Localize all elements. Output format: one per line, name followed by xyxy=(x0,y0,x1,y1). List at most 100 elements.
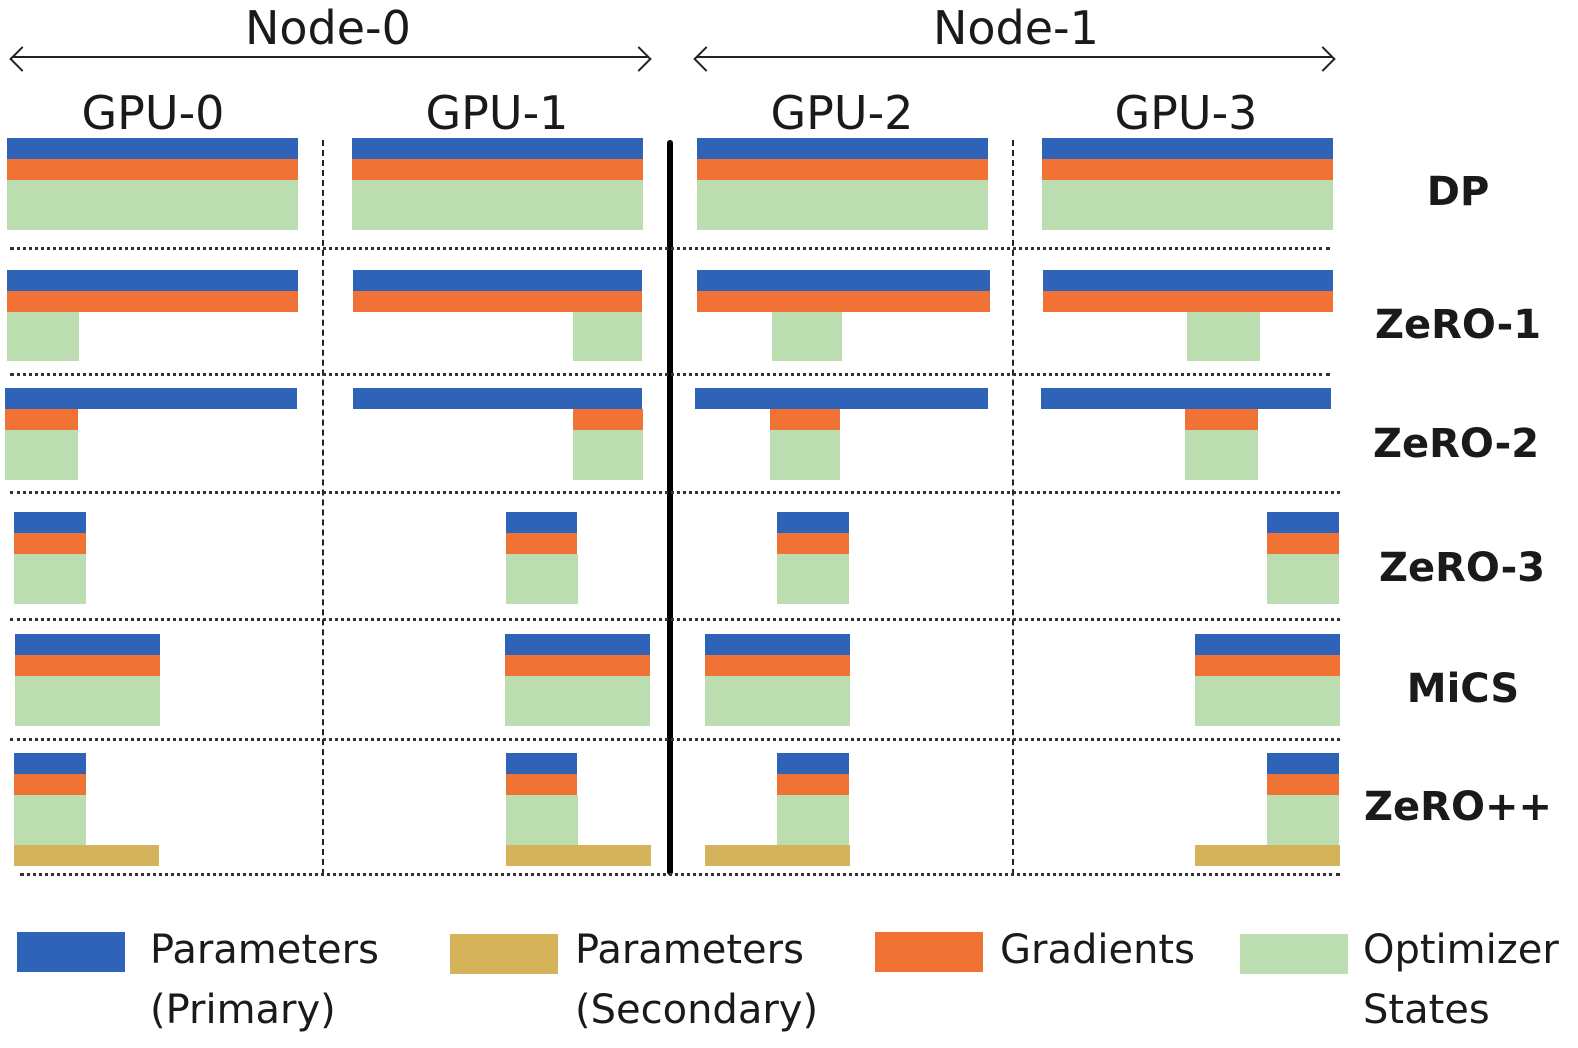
mics-gpu1-gradients xyxy=(505,655,650,676)
gpu-3-label: GPU-3 xyxy=(1114,86,1258,140)
legend-line2: (Primary) xyxy=(150,987,336,1033)
row-divider-2 xyxy=(10,373,1330,376)
node-0-label: Node-0 xyxy=(245,1,411,55)
zero3-gpu0-optimizer xyxy=(14,554,86,604)
row-label-zero-3: ZeRO-3 xyxy=(1378,545,1546,591)
zero1-gpu3-optimizer xyxy=(1187,312,1260,361)
zeropp-gpu0-secondary-parameters xyxy=(14,845,159,866)
legend-swatch-gradients xyxy=(875,932,983,972)
gpu-divider-0-1 xyxy=(322,140,324,875)
mics-gpu3-gradients xyxy=(1195,655,1340,676)
zeropp-gpu3-gradients xyxy=(1267,774,1339,795)
zero2-gpu0-gradients xyxy=(5,409,78,430)
zero3-gpu1-optimizer xyxy=(506,554,578,604)
zeropp-gpu0-parameters xyxy=(14,753,86,774)
zero2-gpu1-gradients xyxy=(573,409,643,430)
dp-gpu0-gradients xyxy=(7,159,298,180)
legend-swatch-parameters-primary xyxy=(17,932,125,972)
zero2-gpu2-optimizer xyxy=(770,430,840,480)
dp-gpu3-parameters xyxy=(1042,138,1333,159)
row-label-zero-plus-plus: ZeRO++ xyxy=(1364,784,1552,830)
zero1-gpu0-parameters xyxy=(7,270,298,291)
zero3-gpu0-parameters xyxy=(14,512,86,533)
zero3-gpu3-parameters xyxy=(1267,512,1339,533)
dp-gpu0-parameters xyxy=(7,138,298,159)
gpu-0-label: GPU-0 xyxy=(81,86,225,140)
legend-swatch-parameters-secondary xyxy=(450,934,558,974)
zeropp-gpu3-secondary-parameters xyxy=(1195,845,1340,866)
zero1-gpu3-gradients xyxy=(1043,291,1333,312)
node-0-span-arrow xyxy=(12,56,648,58)
zeropp-gpu0-optimizer xyxy=(14,795,86,845)
mics-gpu0-parameters xyxy=(15,634,160,655)
legend-line1: Gradients xyxy=(1000,927,1195,973)
row-divider-1 xyxy=(10,247,1330,250)
mics-gpu1-optimizer xyxy=(505,676,650,726)
zero1-gpu2-parameters xyxy=(697,270,990,291)
gpu-2-label: GPU-2 xyxy=(770,86,914,140)
row-divider-3 xyxy=(10,491,1340,494)
dp-gpu1-optimizer xyxy=(352,180,643,230)
mics-gpu3-optimizer xyxy=(1195,676,1340,726)
zeropp-gpu3-parameters xyxy=(1267,753,1339,774)
zero1-gpu0-gradients xyxy=(7,291,298,312)
zero3-gpu2-parameters xyxy=(777,512,849,533)
legend-text-optimizer-states: Optimizer States xyxy=(1363,920,1559,1040)
zeropp-gpu2-gradients xyxy=(777,774,849,795)
gpu-divider-2-3 xyxy=(1012,140,1014,875)
legend-text-gradients: Gradients xyxy=(1000,920,1195,980)
zero2-gpu3-gradients xyxy=(1185,409,1258,430)
gpu-1-label: GPU-1 xyxy=(425,86,569,140)
zero3-gpu3-optimizer xyxy=(1267,554,1339,604)
row-label-mics: MiCS xyxy=(1406,666,1520,712)
zeropp-gpu1-parameters xyxy=(506,753,577,774)
zero2-gpu0-parameters xyxy=(5,388,297,409)
node-1-arrowhead-left xyxy=(693,46,719,72)
node-1-label: Node-1 xyxy=(933,1,1099,55)
zero3-gpu3-gradients xyxy=(1267,533,1339,554)
zeropp-gpu1-optimizer xyxy=(506,795,578,845)
zeropp-gpu2-parameters xyxy=(777,753,849,774)
row-divider-6 xyxy=(20,873,1340,876)
zero2-gpu1-optimizer xyxy=(573,430,643,480)
zero3-gpu2-optimizer xyxy=(777,554,849,604)
dp-gpu2-parameters xyxy=(697,138,988,159)
dp-gpu3-optimizer xyxy=(1042,180,1333,230)
node-0-arrowhead-left xyxy=(9,46,35,72)
mics-gpu0-gradients xyxy=(15,655,160,676)
zeropp-gpu2-secondary-parameters xyxy=(705,845,850,866)
zeropp-gpu2-optimizer xyxy=(777,795,849,845)
zero3-gpu1-gradients xyxy=(506,533,577,554)
zeropp-gpu0-gradients xyxy=(14,774,86,795)
row-divider-5 xyxy=(10,738,1340,741)
dp-gpu2-gradients xyxy=(697,159,988,180)
zero1-gpu2-optimizer xyxy=(772,312,842,361)
dp-gpu3-gradients xyxy=(1042,159,1333,180)
zeropp-gpu1-gradients xyxy=(506,774,577,795)
zeropp-gpu3-optimizer xyxy=(1267,795,1339,845)
dp-gpu0-optimizer xyxy=(7,180,298,230)
zero1-gpu3-parameters xyxy=(1043,270,1333,291)
mics-gpu2-parameters xyxy=(705,634,850,655)
zero1-gpu1-parameters xyxy=(353,270,642,291)
zero1-gpu0-optimizer xyxy=(7,312,79,361)
zeropp-gpu1-secondary-parameters xyxy=(506,845,651,866)
zero2-gpu3-parameters xyxy=(1041,388,1331,409)
dp-gpu1-parameters xyxy=(352,138,643,159)
mics-gpu0-optimizer xyxy=(15,676,160,726)
zero2-gpu1-parameters xyxy=(353,388,642,409)
zero2-gpu2-parameters xyxy=(695,388,988,409)
zero1-gpu1-optimizer xyxy=(573,312,642,361)
node-1-arrowhead-right xyxy=(1310,46,1336,72)
node-1-span-arrow xyxy=(696,56,1332,58)
dp-gpu1-gradients xyxy=(352,159,643,180)
mics-gpu3-parameters xyxy=(1195,634,1340,655)
mics-gpu2-gradients xyxy=(705,655,850,676)
row-label-zero-1: ZeRO-1 xyxy=(1374,302,1542,348)
legend-line1: Optimizer xyxy=(1363,927,1559,973)
legend-line2: (Secondary) xyxy=(575,987,819,1033)
legend-line1: Parameters xyxy=(150,927,379,973)
zero2-gpu3-optimizer xyxy=(1185,430,1258,480)
row-label-dp: DP xyxy=(1426,169,1490,215)
node-separator xyxy=(667,140,673,875)
